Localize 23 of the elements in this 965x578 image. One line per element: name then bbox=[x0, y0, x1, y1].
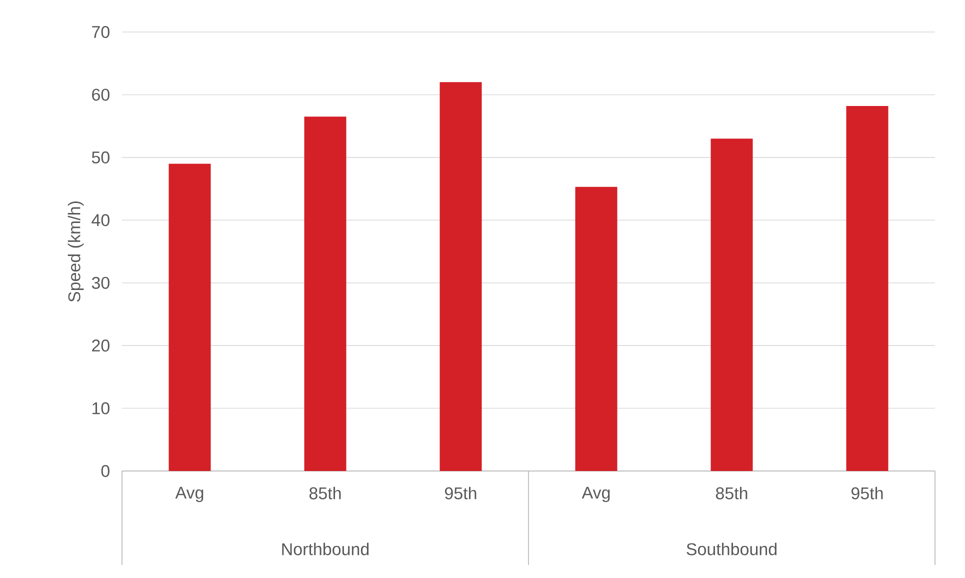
y-tick-label: 70 bbox=[92, 26, 110, 38]
x-tick-label: Avg bbox=[582, 486, 610, 502]
text: Northbound bbox=[282, 542, 369, 556]
y-axis-title: Speed (km/h) bbox=[68, 202, 84, 302]
text: Southbound bbox=[686, 542, 776, 556]
bar bbox=[304, 116, 346, 471]
bar bbox=[168, 164, 211, 471]
y-tick-label: 10 bbox=[92, 402, 110, 414]
y-tick-label: 20 bbox=[92, 340, 110, 352]
x-tick-label: Avg bbox=[175, 486, 204, 502]
bar bbox=[440, 82, 482, 471]
y-tick-label: 40 bbox=[92, 214, 110, 226]
bar bbox=[846, 106, 888, 471]
y-tick-label: 0 bbox=[101, 464, 110, 478]
y-tick-label: 30 bbox=[92, 276, 110, 289]
x-tick-label: 95th bbox=[852, 486, 883, 500]
x-tick-label: 85th bbox=[309, 486, 341, 500]
bar bbox=[575, 186, 618, 471]
bar bbox=[710, 138, 753, 471]
y-tick-label: 60 bbox=[92, 88, 110, 101]
x-tick-label: 85th bbox=[716, 486, 748, 500]
x-tick-label: 95th bbox=[445, 486, 476, 500]
y-tick-label: 50 bbox=[92, 151, 110, 164]
